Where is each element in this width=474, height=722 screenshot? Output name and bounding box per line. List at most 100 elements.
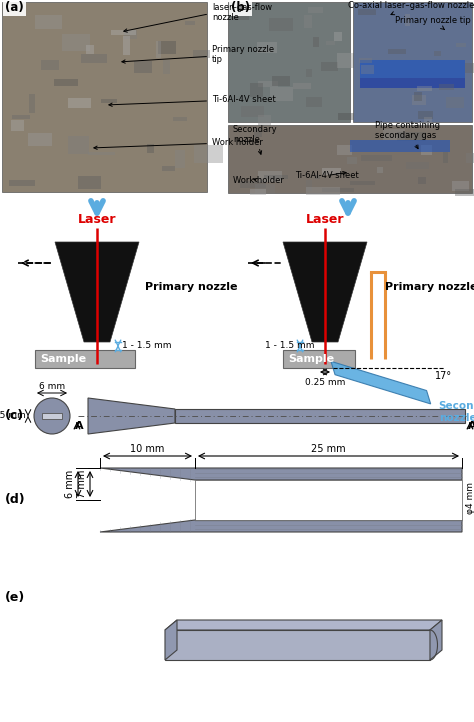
- Text: Secondary
nozzle: Secondary nozzle: [233, 125, 278, 155]
- Text: Ti-6Al-4V sheet: Ti-6Al-4V sheet: [295, 171, 359, 180]
- Bar: [405, 14, 410, 25]
- Bar: [101, 99, 117, 103]
- Bar: [306, 180, 311, 191]
- Polygon shape: [165, 620, 442, 630]
- Text: Co-axial laser–gas-flow nozzle: Co-axial laser–gas-flow nozzle: [348, 1, 474, 14]
- Text: Laser: Laser: [78, 213, 116, 226]
- Polygon shape: [100, 468, 462, 480]
- Bar: [158, 41, 176, 54]
- Bar: [68, 136, 90, 155]
- Text: 0.25 mm: 0.25 mm: [305, 378, 345, 387]
- Text: (c): (c): [5, 409, 24, 422]
- Bar: [337, 53, 361, 68]
- Bar: [322, 188, 354, 192]
- Bar: [163, 60, 170, 74]
- Bar: [254, 128, 262, 137]
- Bar: [360, 78, 465, 88]
- Bar: [111, 30, 136, 35]
- Bar: [443, 152, 448, 162]
- Bar: [258, 115, 271, 129]
- Text: A: A: [468, 421, 474, 431]
- Bar: [78, 176, 101, 189]
- Bar: [29, 94, 35, 113]
- Bar: [338, 113, 362, 121]
- Bar: [283, 350, 355, 368]
- Bar: [41, 60, 59, 70]
- Bar: [250, 189, 266, 196]
- Bar: [155, 40, 161, 58]
- Bar: [11, 120, 24, 131]
- Bar: [419, 177, 426, 184]
- Bar: [54, 79, 78, 86]
- Text: Laser: Laser: [306, 213, 344, 226]
- Text: 10 mm: 10 mm: [130, 444, 164, 454]
- Text: φ4 mm: φ4 mm: [466, 482, 474, 514]
- Bar: [452, 181, 469, 191]
- Bar: [86, 45, 94, 53]
- Bar: [376, 167, 383, 173]
- Bar: [414, 92, 422, 100]
- Bar: [28, 134, 52, 146]
- Bar: [62, 34, 90, 51]
- Text: 25 mm: 25 mm: [311, 444, 346, 454]
- Bar: [397, 131, 427, 141]
- Polygon shape: [283, 242, 367, 342]
- Bar: [272, 77, 290, 86]
- Text: 17°: 17°: [435, 371, 452, 381]
- Bar: [321, 62, 338, 71]
- Polygon shape: [430, 620, 442, 660]
- Text: (a): (a): [5, 1, 24, 14]
- Bar: [195, 480, 462, 520]
- Text: Sample: Sample: [288, 354, 334, 364]
- Bar: [250, 83, 263, 97]
- Bar: [306, 97, 322, 107]
- Bar: [270, 87, 293, 100]
- Text: Ti-6Al-4V sheet: Ti-6Al-4V sheet: [109, 95, 276, 106]
- Text: (e): (e): [5, 591, 25, 604]
- Bar: [12, 115, 30, 118]
- Text: Pipe containing
secondary gas: Pipe containing secondary gas: [375, 121, 440, 149]
- Bar: [425, 117, 432, 124]
- Text: Work holder: Work holder: [94, 138, 263, 149]
- Bar: [361, 155, 392, 161]
- Text: 0.5 mm: 0.5 mm: [0, 412, 26, 420]
- Bar: [81, 54, 107, 63]
- Bar: [315, 175, 320, 179]
- Bar: [353, 2, 472, 122]
- Bar: [466, 153, 474, 163]
- Bar: [185, 21, 195, 25]
- Polygon shape: [165, 620, 177, 660]
- Polygon shape: [88, 398, 175, 434]
- Bar: [306, 187, 339, 195]
- Bar: [36, 15, 62, 29]
- Text: (d): (d): [5, 494, 26, 507]
- Bar: [163, 166, 175, 171]
- Bar: [173, 117, 187, 121]
- Bar: [9, 180, 35, 186]
- Text: (b): (b): [231, 1, 250, 14]
- Bar: [358, 9, 376, 15]
- Bar: [326, 41, 335, 45]
- Bar: [322, 168, 341, 175]
- Bar: [124, 30, 137, 39]
- Bar: [350, 140, 450, 152]
- Bar: [337, 145, 352, 155]
- Bar: [447, 97, 465, 108]
- Text: 6 mm: 6 mm: [39, 382, 65, 391]
- Bar: [258, 171, 282, 182]
- Bar: [194, 144, 223, 162]
- Text: Secondary
nozzle: Secondary nozzle: [438, 401, 474, 423]
- Bar: [2, 2, 207, 192]
- Text: Primary nozzle tip: Primary nozzle tip: [395, 16, 471, 30]
- Bar: [240, 181, 266, 188]
- Text: 7 mm: 7 mm: [77, 470, 87, 498]
- Bar: [123, 35, 130, 55]
- Bar: [68, 98, 91, 108]
- Bar: [313, 37, 319, 48]
- Circle shape: [34, 398, 70, 434]
- Bar: [360, 60, 465, 78]
- Bar: [192, 51, 210, 58]
- Text: 6 mm: 6 mm: [65, 470, 75, 498]
- Bar: [269, 18, 293, 31]
- Bar: [335, 32, 342, 41]
